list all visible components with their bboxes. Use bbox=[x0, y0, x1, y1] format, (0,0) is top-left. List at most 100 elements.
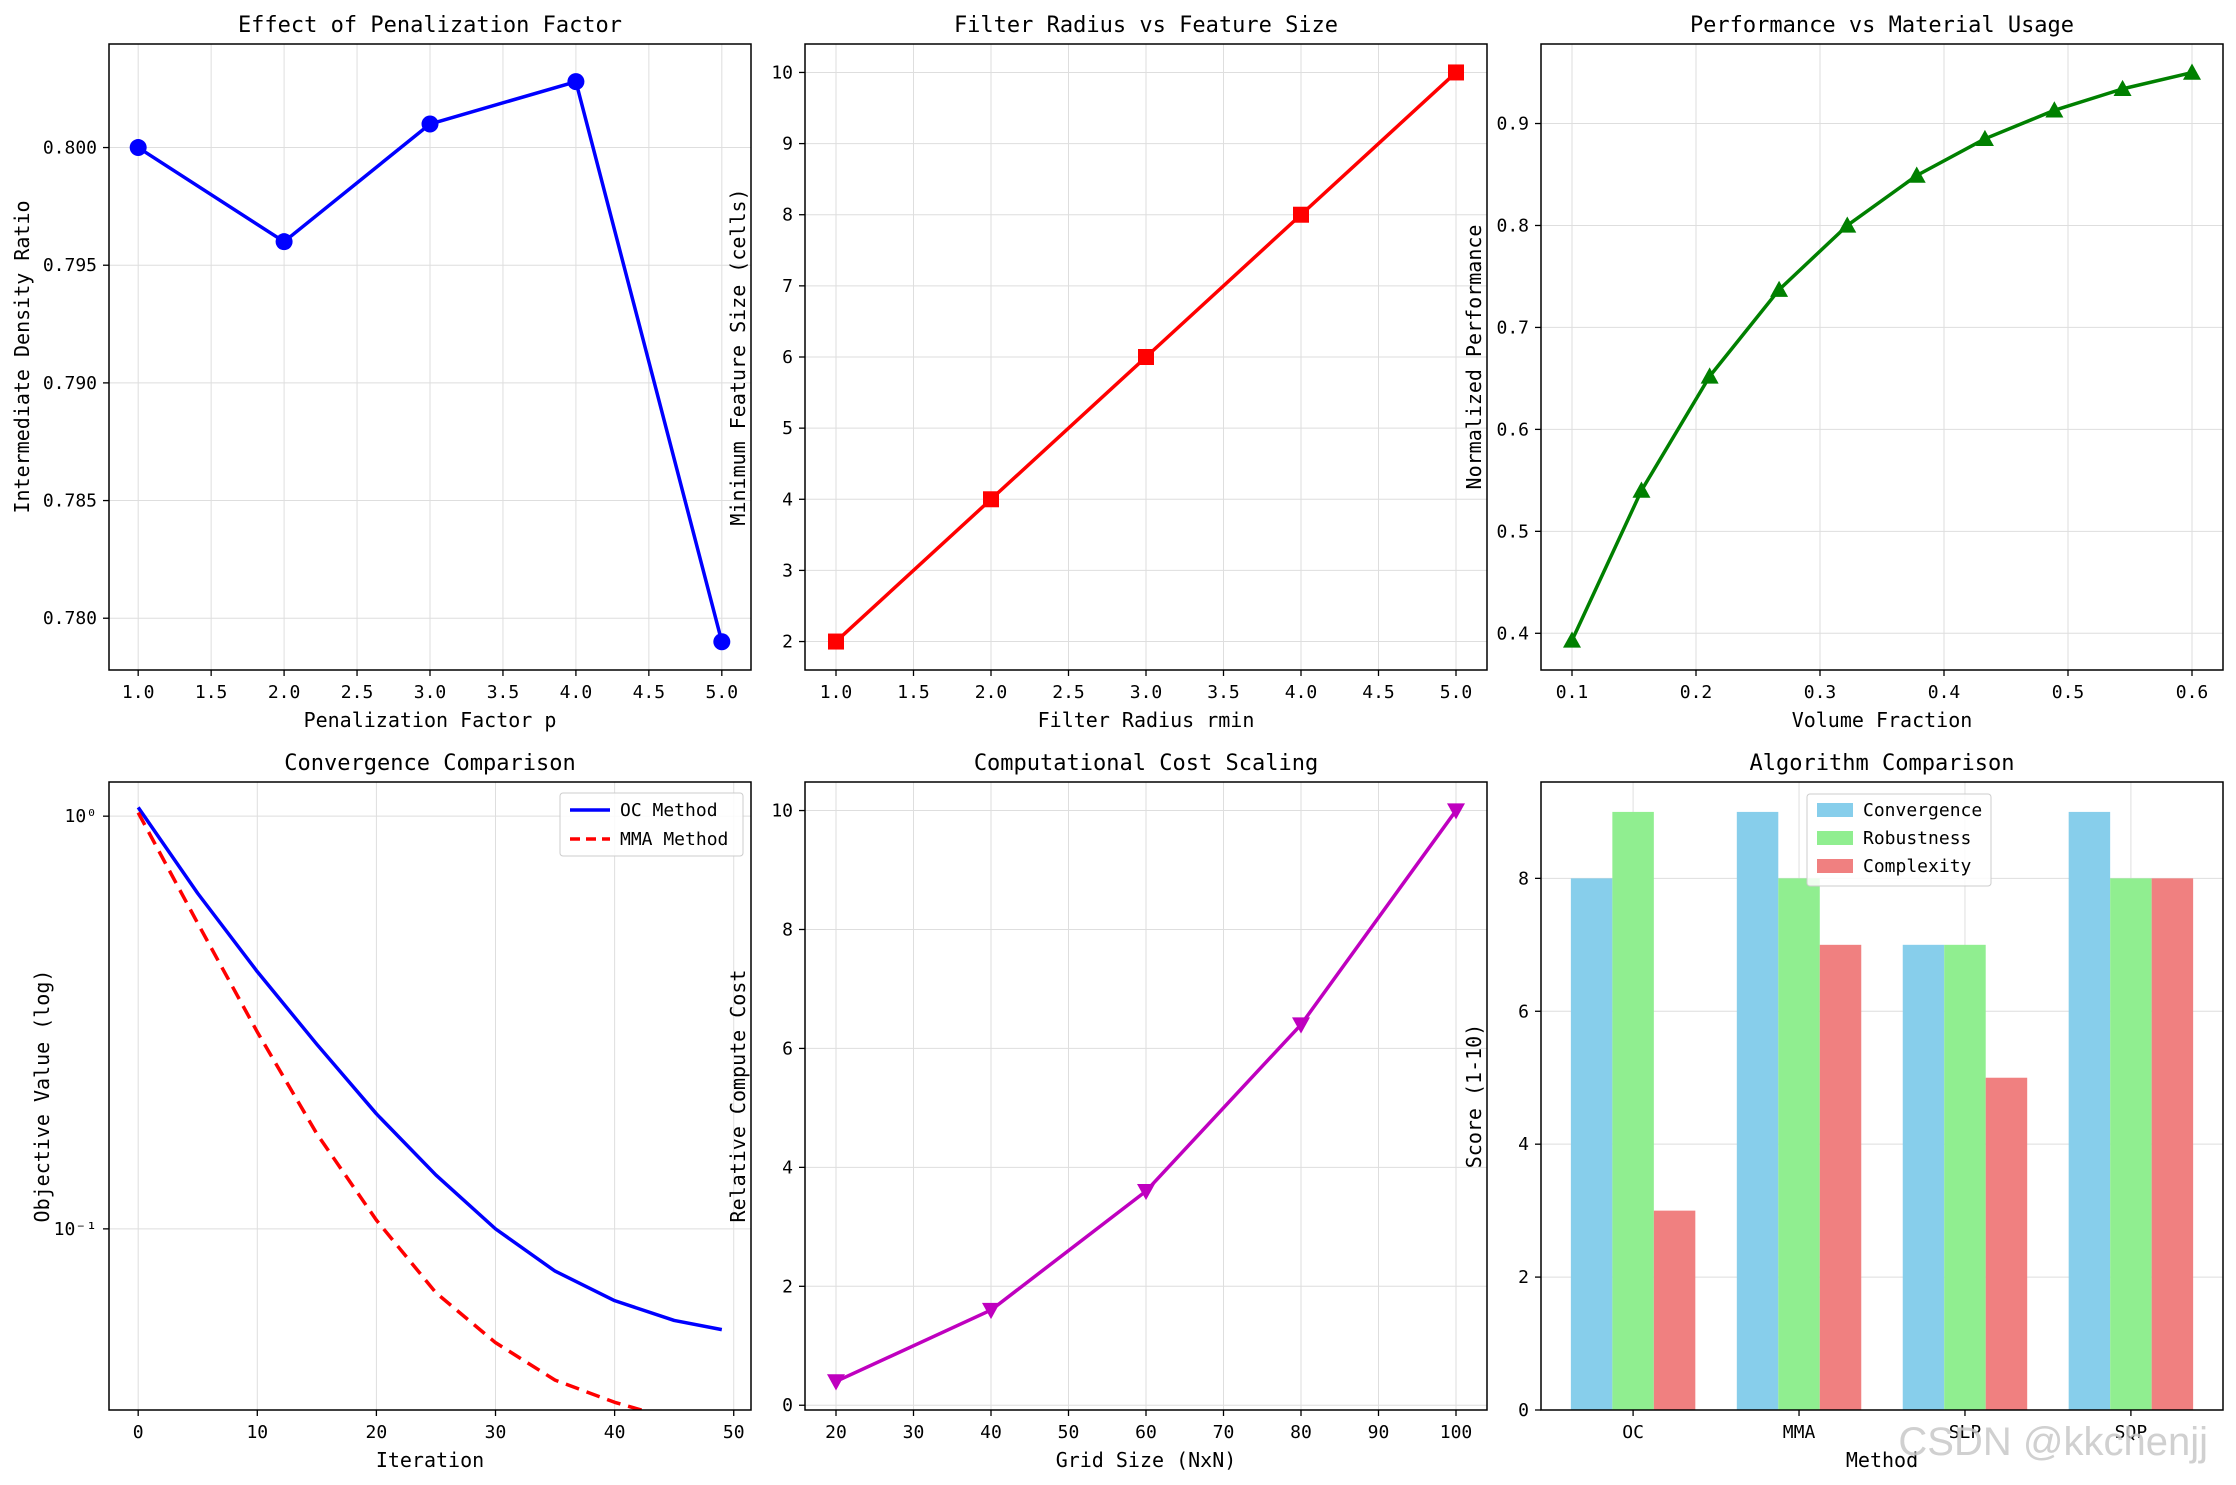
y-axis-label: Objective Value (log) bbox=[30, 970, 54, 1223]
bar-robustness-mma bbox=[1778, 878, 1820, 1410]
x-tick-label: 3.5 bbox=[487, 682, 520, 703]
chart-title: Computational Cost Scaling bbox=[974, 751, 1318, 776]
data-point bbox=[1770, 280, 1789, 297]
x-tick-label: 2.5 bbox=[1052, 682, 1085, 703]
bar-complexity-mma bbox=[1819, 944, 1862, 1410]
bar-convergence-oc bbox=[1570, 878, 1613, 1410]
legend-swatch bbox=[1817, 859, 1853, 873]
chart-title: Filter Radius vs Feature Size bbox=[954, 13, 1338, 38]
bar-convergence-slp bbox=[1902, 944, 1945, 1410]
legend-label: OC Method bbox=[620, 800, 718, 821]
x-axis-label: Iteration bbox=[376, 1448, 484, 1472]
x-tick-label: 5.0 bbox=[1440, 682, 1473, 703]
legend: Convergence Robustness Complexity bbox=[1806, 793, 1992, 887]
x-tick-label: 40 bbox=[604, 1422, 626, 1443]
data-point bbox=[1137, 1183, 1155, 1201]
x-tick-label: 10 bbox=[246, 1422, 268, 1443]
data-point bbox=[1293, 206, 1309, 223]
x-tick-label: 70 bbox=[1213, 1422, 1235, 1443]
x-tick-label: 0.6 bbox=[2176, 682, 2209, 703]
bar-complexity-slp bbox=[1985, 1077, 2028, 1410]
bar-complexity-sqp bbox=[2151, 878, 2194, 1410]
x-tick-label: 100 bbox=[1440, 1422, 1473, 1443]
legend-label: MMA Method bbox=[620, 829, 728, 850]
y-tick-label: 10⁻¹ bbox=[54, 1219, 97, 1240]
chart-p3: 0.1 0.2 0.3 0.4 0.5 0.6 0.4 0.5 0.6 0.7 0.8 0.9 Perf… bbox=[1462, 13, 2224, 732]
x-tick-label: 20 bbox=[366, 1422, 388, 1443]
x-tick-label: 0.5 bbox=[2052, 682, 2085, 703]
y-tick-label: 7 bbox=[782, 276, 793, 297]
data-point bbox=[1447, 803, 1465, 820]
legend-label: Robustness bbox=[1863, 828, 1971, 849]
data-point bbox=[1138, 349, 1154, 365]
y-axis-label: Score (1-10) bbox=[1462, 1024, 1486, 1169]
x-tick-label: 3.0 bbox=[414, 682, 447, 703]
data-point bbox=[828, 633, 844, 650]
x-tick-label: 2.0 bbox=[975, 682, 1008, 703]
x-tick-label: 4.5 bbox=[1362, 682, 1395, 703]
bar-convergence-mma bbox=[1736, 811, 1779, 1410]
y-axis-label: Relative Compute Cost bbox=[726, 970, 750, 1223]
x-tick-label: 40 bbox=[980, 1422, 1002, 1443]
chart-title: Effect of Penalization Factor bbox=[238, 13, 622, 38]
y-tick-label: 0.5 bbox=[1496, 521, 1529, 542]
x-tick-label: 2.5 bbox=[341, 682, 374, 703]
legend-swatch bbox=[1817, 803, 1853, 817]
x-tick-label: 80 bbox=[1290, 1422, 1312, 1443]
x-tick-label: 3.0 bbox=[1130, 682, 1163, 703]
chart-p5: 20 30 40 50 60 70 80 90 100 0 2 4 6 8 10 Computational … bbox=[726, 751, 1488, 1472]
y-tick-label: 8 bbox=[1518, 868, 1529, 889]
x-axis-label: Volume Fraction bbox=[1792, 708, 1973, 732]
axes-frame bbox=[1540, 781, 2224, 1411]
y-tick-label: 2 bbox=[1518, 1267, 1529, 1288]
x-tick-label: 30 bbox=[903, 1422, 925, 1443]
x-axis-label: Method bbox=[1846, 1448, 1918, 1472]
y-axis-label: Minimum Feature Size (cells) bbox=[726, 188, 750, 525]
series-line-mma-method bbox=[136, 811, 648, 1410]
bar-robustness-oc bbox=[1612, 811, 1654, 1410]
data-point bbox=[982, 1302, 1000, 1320]
legend-label: Convergence bbox=[1863, 800, 1982, 821]
x-tick-label: 4.0 bbox=[1285, 682, 1318, 703]
y-tick-label: 0.8 bbox=[1496, 215, 1529, 236]
y-tick-label: 4 bbox=[1518, 1134, 1529, 1155]
data-point bbox=[129, 139, 147, 157]
bar-robustness-slp bbox=[1944, 944, 1986, 1410]
data-point bbox=[1838, 216, 1857, 233]
y-tick-label: 10 bbox=[771, 62, 793, 83]
x-tick-label: 50 bbox=[723, 1422, 745, 1443]
x-tick-label: 0.4 bbox=[1928, 682, 1961, 703]
x-tick-label: SLP bbox=[1949, 1422, 1982, 1443]
x-axis-label: Penalization Factor p bbox=[304, 708, 557, 732]
x-tick-label: 0.1 bbox=[1556, 682, 1589, 703]
data-point bbox=[1292, 1017, 1310, 1034]
x-tick-label: SQP bbox=[2115, 1422, 2148, 1443]
data-point bbox=[1700, 367, 1719, 384]
y-tick-label: 6 bbox=[782, 1038, 793, 1059]
y-tick-label: 4 bbox=[782, 489, 793, 510]
data-point bbox=[2183, 63, 2201, 80]
series-line-performance bbox=[1570, 70, 2193, 642]
axes-frame bbox=[108, 781, 752, 1411]
y-tick-label: 0.785 bbox=[43, 491, 97, 512]
x-tick-label: 1.0 bbox=[820, 682, 853, 703]
y-tick-label: 0.790 bbox=[43, 373, 97, 394]
data-point bbox=[567, 73, 585, 91]
y-tick-label: 10⁰ bbox=[64, 806, 97, 827]
y-tick-label: 8 bbox=[782, 205, 793, 226]
data-point bbox=[275, 233, 293, 251]
y-tick-label: 5 bbox=[782, 418, 793, 439]
data-point bbox=[1632, 481, 1651, 498]
x-tick-label: 3.5 bbox=[1207, 682, 1240, 703]
x-tick-label: 50 bbox=[1058, 1422, 1080, 1443]
data-point bbox=[2045, 101, 2064, 118]
data-point bbox=[2113, 79, 2132, 97]
x-tick-label: 20 bbox=[825, 1422, 847, 1443]
x-tick-label: 4.5 bbox=[633, 682, 666, 703]
x-tick-label: 60 bbox=[1135, 1422, 1157, 1443]
chart-p4: 0 10 20 30 40 50 10⁰ 10⁻¹ Convergence Comparison… bbox=[30, 751, 752, 1472]
x-tick-label: 30 bbox=[485, 1422, 507, 1443]
y-tick-label: 3 bbox=[782, 560, 793, 581]
data-point bbox=[421, 115, 439, 133]
data-point bbox=[1448, 64, 1464, 81]
